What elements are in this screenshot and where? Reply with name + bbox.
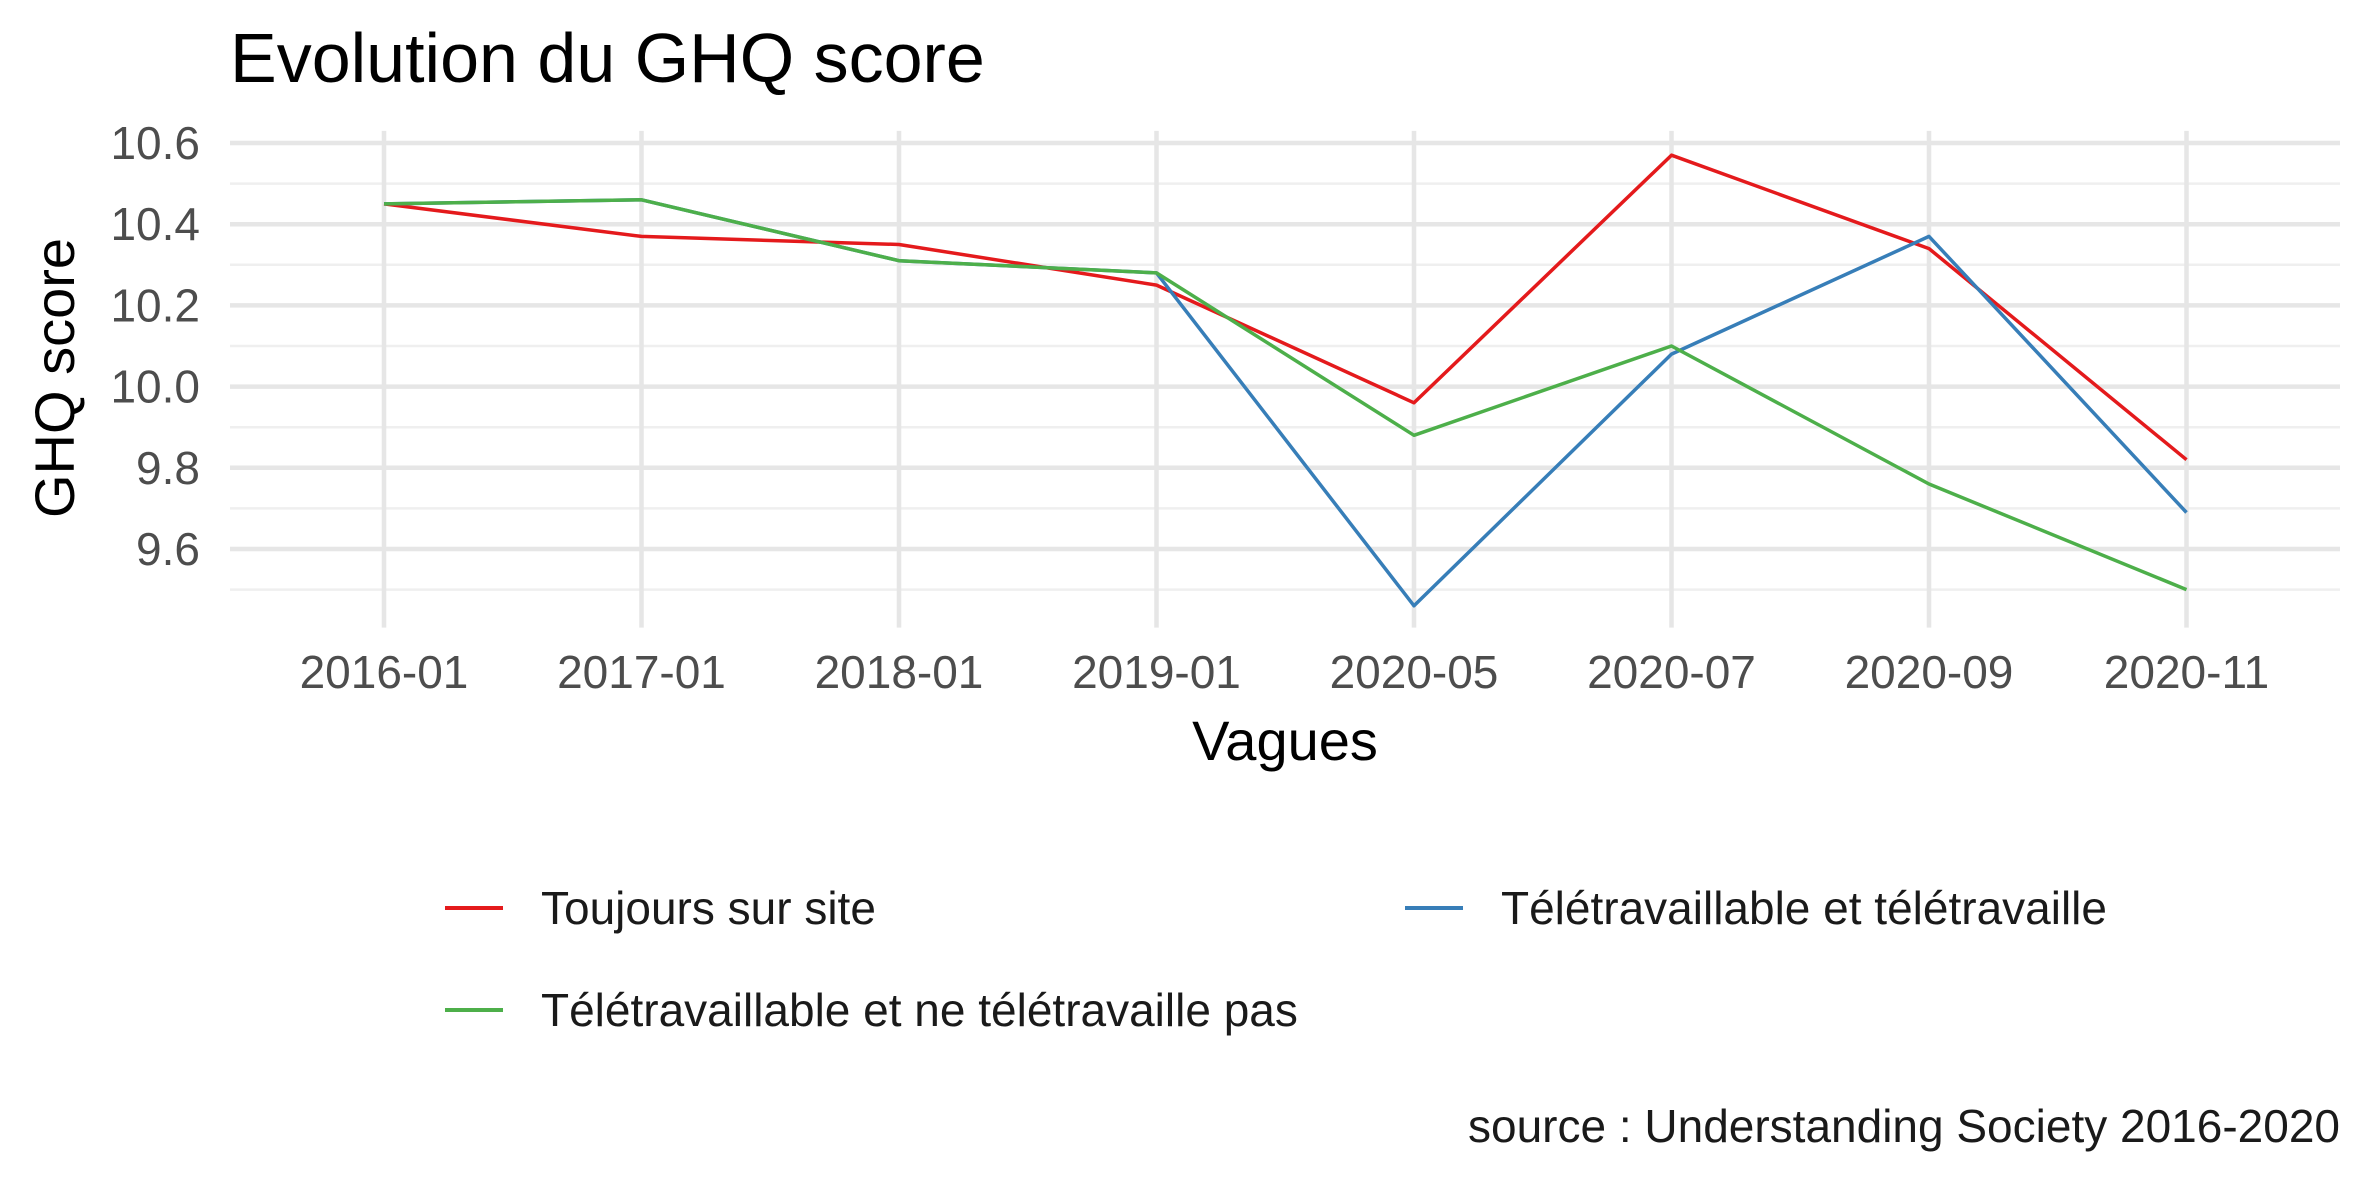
y-tick-label: 9.6 [136,523,200,575]
x-tick-label: 2016-01 [300,646,469,698]
x-tick-label: 2020-09 [1845,646,2014,698]
series-line-3 [383,198,2188,592]
x-tick-label: 2020-11 [2104,646,2269,698]
source-caption: source : Understanding Society 2016-2020 [1468,1100,2340,1152]
x-tick-labels: 2016-01 2017-01 2018-01 2019-01 2020-05 2020-… [300,646,2270,698]
y-tick-label: 10.0 [110,361,200,413]
x-tick-label: 2017-01 [557,646,726,698]
chart-title: Evolution du GHQ score [230,19,985,97]
y-tick-label: 9.8 [136,442,200,494]
series-lines [383,153,2188,608]
y-tick-label: 10.4 [110,198,200,250]
series-line-2 [383,198,2188,608]
y-tick-labels: 9.6 9.8 10.0 10.2 10.4 10.6 [110,117,200,575]
series-line-1 [383,153,2188,462]
legend: Toujours sur site Télétravaillable et tél… [445,882,2107,1036]
y-tick-label: 10.6 [110,117,200,169]
legend-label-3: Télétravaillable et ne télétravaille pas [541,984,1298,1036]
x-tick-label: 2018-01 [815,646,984,698]
x-tick-label: 2020-05 [1330,646,1499,698]
y-tick-label: 10.2 [110,279,200,331]
legend-label-2: Télétravaillable et télétravaille [1501,882,2107,934]
x-tick-label: 2019-01 [1072,646,1241,698]
x-tick-label: 2020-07 [1587,646,1756,698]
legend-label-1: Toujours sur site [541,882,876,934]
y-axis-title: GHQ score [23,238,86,518]
x-axis-title: Vagues [1192,709,1378,772]
grid [230,130,2340,628]
